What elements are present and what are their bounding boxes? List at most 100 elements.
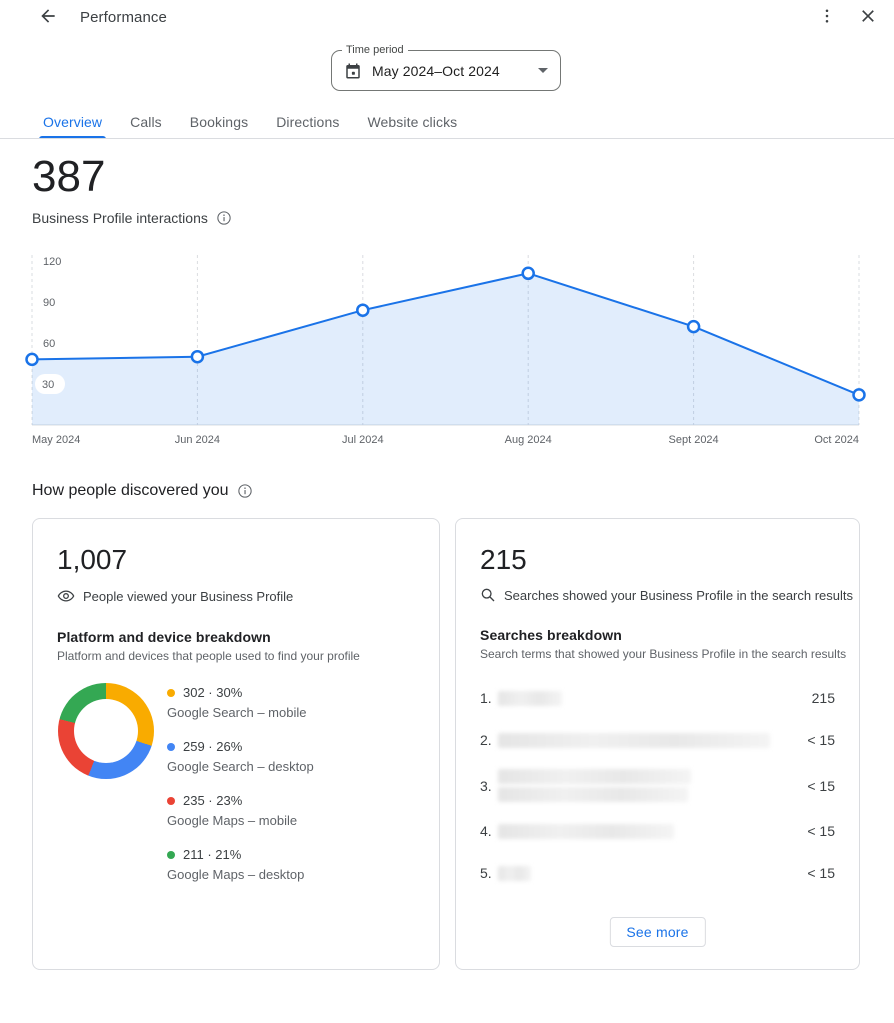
views-total: 1,007 [57, 544, 128, 575]
platform-breakdown-subtitle: Platform and devices that people used to… [57, 649, 360, 663]
ytick-pill [35, 374, 65, 394]
top-bar: Performance [0, 0, 894, 34]
redacted-search-term [498, 769, 691, 784]
legend-item: 211 · 21% Google Maps – desktop [167, 847, 314, 882]
eye-icon [57, 587, 75, 605]
redacted-search-term [498, 732, 770, 748]
x-tick-label: Jun 2024 [175, 434, 220, 446]
x-tick-label: Jul 2024 [342, 434, 384, 446]
page-title: Performance [80, 8, 167, 26]
overflow-menu-button[interactable] [818, 7, 836, 28]
search-term-row: 4. < 15 [480, 818, 835, 844]
term-value: 215 [811, 690, 835, 706]
term-rank: 1. [480, 690, 492, 706]
y-tick-label: 120 [43, 256, 61, 268]
redacted-search-term [498, 865, 531, 881]
chart-point[interactable] [356, 303, 370, 317]
chart-line [31, 272, 860, 396]
term-rank: 4. [480, 823, 492, 839]
searches-total: 215 [480, 544, 527, 575]
term-rank: 5. [480, 865, 492, 881]
legend-color-dot [167, 742, 175, 751]
term-value: < 15 [807, 732, 835, 748]
legend-color-dot [167, 850, 175, 859]
tab-calls[interactable]: Calls [116, 105, 176, 139]
platform-donut-chart [58, 683, 154, 779]
legend-label: Google Maps – mobile [167, 813, 298, 828]
x-tick-label: Oct 2024 [814, 434, 859, 446]
time-period-value: May 2024–Oct 2024 [372, 62, 500, 79]
back-button[interactable] [38, 6, 58, 29]
info-icon[interactable] [237, 483, 253, 499]
legend-item: 259 · 26% Google Search – desktop [167, 739, 314, 774]
legend-value: 302 · 30% [183, 685, 243, 700]
term-rank: 2. [480, 732, 492, 748]
search-term-row: 2. < 15 [480, 727, 835, 753]
term-value: < 15 [807, 777, 835, 794]
search-term-row: 1. 215 [480, 685, 835, 711]
legend-color-dot [167, 688, 175, 697]
searches-breakdown-title: Searches breakdown [480, 627, 622, 643]
chart-point[interactable] [686, 319, 701, 334]
time-period-field-label: Time period [342, 43, 408, 57]
term-redacted-bars [498, 690, 562, 706]
tab-bar: Overview Calls Bookings Directions Website c… [29, 105, 471, 139]
redacted-search-term [498, 690, 562, 706]
term-redacted-bars [498, 865, 531, 881]
chart-point[interactable] [852, 388, 866, 402]
tab-website-clicks[interactable]: Website clicks [353, 105, 471, 139]
platform-breakdown-title: Platform and device breakdown [57, 629, 271, 645]
discovery-heading: How people discovered you [32, 482, 229, 499]
legend-value: 235 · 23% [183, 793, 243, 808]
term-value: < 15 [807, 823, 835, 839]
close-button[interactable] [858, 6, 878, 29]
donut-legend: 302 · 30% Google Search – mobile 259 · 2… [167, 683, 314, 901]
interactions-line-chart: 30 60 90 120 May 2024 Jun 2024 Jul 2024 Aug 202… [25, 253, 866, 453]
search-terms-list: 1. 215 2. < 15 3. < 15 4. < 15 5. < 15 [480, 685, 835, 886]
chart-point[interactable] [25, 352, 39, 367]
time-period-select[interactable]: Time period May 2024–Oct 2024 [331, 43, 561, 91]
tab-overview[interactable]: Overview [29, 105, 116, 139]
interactions-total: 387 [32, 152, 106, 201]
legend-value: 259 · 26% [183, 739, 243, 754]
legend-label: Google Search – mobile [167, 705, 307, 720]
interactions-caption: Business Profile interactions [32, 210, 208, 226]
tab-bookings[interactable]: Bookings [176, 105, 262, 139]
dropdown-arrow-icon [538, 68, 548, 73]
info-icon[interactable] [216, 210, 232, 226]
chart-area [32, 273, 859, 425]
views-caption: People viewed your Business Profile [83, 588, 294, 604]
back-arrow-icon [38, 6, 58, 29]
search-term-row: 5. < 15 [480, 860, 835, 886]
profile-views-card: 1,007 People viewed your Business Profil… [32, 518, 440, 970]
see-more-button[interactable]: See more [609, 917, 706, 947]
term-redacted-bars [498, 823, 674, 839]
tab-directions[interactable]: Directions [262, 105, 353, 139]
legend-item: 235 · 23% Google Maps – mobile [167, 793, 314, 828]
term-redacted-bars [498, 732, 770, 748]
search-icon [480, 587, 496, 603]
y-tick-label: 60 [43, 338, 55, 350]
searches-card: 215 Searches showed your Business Profil… [455, 518, 860, 970]
search-term-row: 3. < 15 [480, 769, 835, 802]
redacted-search-term [498, 787, 688, 802]
legend-value: 211 · 21% [183, 847, 242, 862]
tab-bar-divider [0, 138, 894, 139]
x-tick-label: May 2024 [32, 434, 80, 446]
legend-label: Google Maps – desktop [167, 867, 305, 882]
x-tick-label: Aug 2024 [505, 434, 552, 446]
term-rank: 3. [480, 777, 492, 794]
y-tick-label: 30 [42, 379, 54, 391]
searches-caption: Searches showed your Business Profile in… [504, 587, 854, 603]
y-tick-label: 90 [43, 297, 55, 309]
chart-point[interactable] [190, 349, 205, 364]
close-icon [858, 6, 878, 29]
searches-breakdown-subtitle: Search terms that showed your Business P… [480, 647, 847, 661]
term-redacted-bars [498, 769, 691, 802]
donut-hole [74, 699, 138, 763]
calendar-icon [344, 62, 362, 80]
legend-color-dot [167, 796, 175, 805]
x-tick-label: Sept 2024 [669, 434, 719, 446]
legend-label: Google Search – desktop [167, 759, 314, 774]
chart-point[interactable] [521, 266, 535, 281]
